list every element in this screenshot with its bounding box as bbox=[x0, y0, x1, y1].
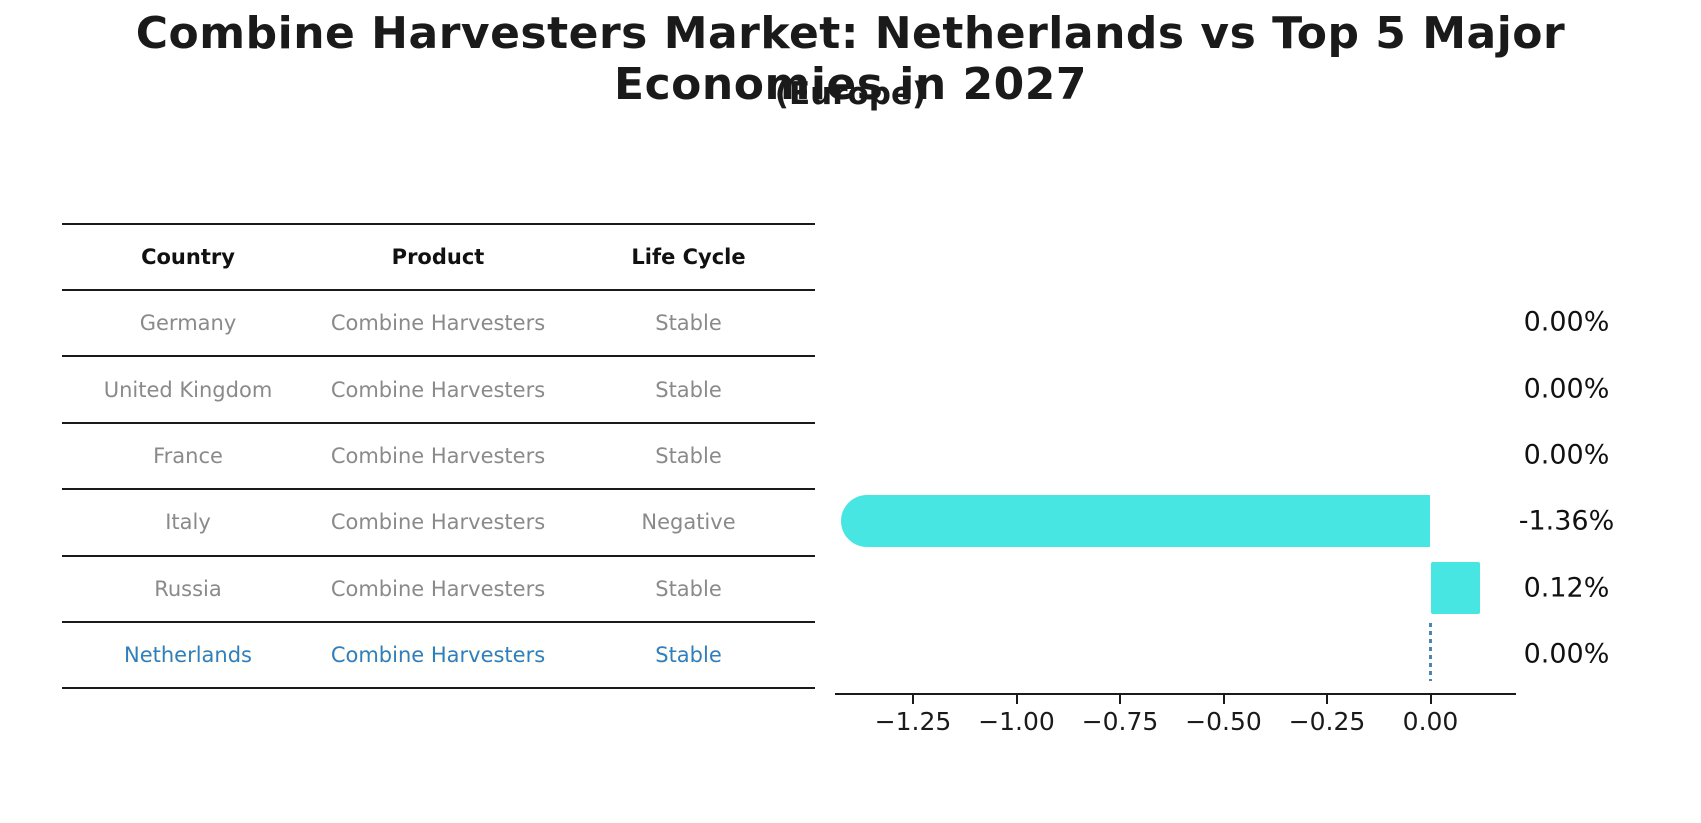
x-tick-mark bbox=[1326, 695, 1328, 704]
table-cell-life-cycle: Stable bbox=[562, 355, 815, 421]
bar-italy bbox=[841, 495, 1431, 548]
table-cell-product: Combine Harvesters bbox=[314, 554, 562, 621]
bar-russia bbox=[1430, 561, 1481, 614]
x-tick-label: −1.00 bbox=[978, 707, 1055, 736]
table-cell-country: Germany bbox=[62, 289, 314, 355]
x-tick-label: −1.25 bbox=[874, 707, 952, 736]
value-label-russia: 0.12% bbox=[1523, 572, 1610, 604]
zero-reference-line bbox=[1429, 623, 1432, 682]
value-label-germany: 0.00% bbox=[1523, 306, 1610, 338]
value-label-italy: -1.36% bbox=[1518, 505, 1615, 537]
table-cell-product: Combine Harvesters bbox=[314, 355, 562, 421]
column-header-product: Product bbox=[314, 223, 562, 289]
x-tick-label: −0.25 bbox=[1288, 707, 1366, 736]
x-tick-mark bbox=[912, 695, 914, 704]
table-cell-life-cycle: Negative bbox=[562, 488, 815, 554]
x-tick-mark bbox=[1015, 695, 1018, 704]
table-cell-country: Russia bbox=[62, 554, 314, 621]
column-header-country: Country bbox=[62, 223, 314, 289]
table-cell-product: Combine Harvesters bbox=[314, 620, 562, 687]
chart-title: Combine Harvesters Market: Netherlands v… bbox=[135, 8, 1566, 110]
x-tick-mark bbox=[1222, 695, 1225, 704]
chart-subtitle: (Europe) bbox=[774, 76, 927, 112]
column-header-life-cycle: Life Cycle bbox=[562, 223, 815, 289]
table-cell-country: United Kingdom bbox=[62, 355, 314, 421]
x-tick-label: −0.75 bbox=[1081, 707, 1159, 736]
x-axis-line bbox=[835, 693, 1516, 695]
table-cell-life-cycle: Stable bbox=[562, 421, 815, 488]
table-cell-product: Combine Harvesters bbox=[314, 289, 562, 355]
x-tick-mark bbox=[1429, 695, 1432, 704]
table-cell-life-cycle: Stable bbox=[562, 554, 815, 621]
table-cell-country: Netherlands bbox=[62, 620, 314, 687]
table-cell-life-cycle: Stable bbox=[562, 289, 815, 355]
value-label-netherlands: 0.00% bbox=[1523, 638, 1610, 670]
comparison-table: Country Product Life Cycle Germany Combine H… bbox=[62, 223, 815, 690]
table-cell-product: Combine Harvesters bbox=[314, 488, 562, 554]
table-cell-life-cycle: Stable bbox=[562, 620, 815, 687]
x-tick-label: 0.00 bbox=[1402, 707, 1459, 736]
table-cell-country: Italy bbox=[62, 488, 314, 554]
x-tick-mark bbox=[1119, 695, 1121, 704]
value-label-united-kingdom: 0.00% bbox=[1523, 373, 1610, 405]
table-cell-product: Combine Harvesters bbox=[314, 421, 562, 488]
x-tick-label: −0.50 bbox=[1185, 707, 1262, 736]
table-cell-country: France bbox=[62, 421, 314, 488]
value-label-france: 0.00% bbox=[1523, 439, 1610, 471]
